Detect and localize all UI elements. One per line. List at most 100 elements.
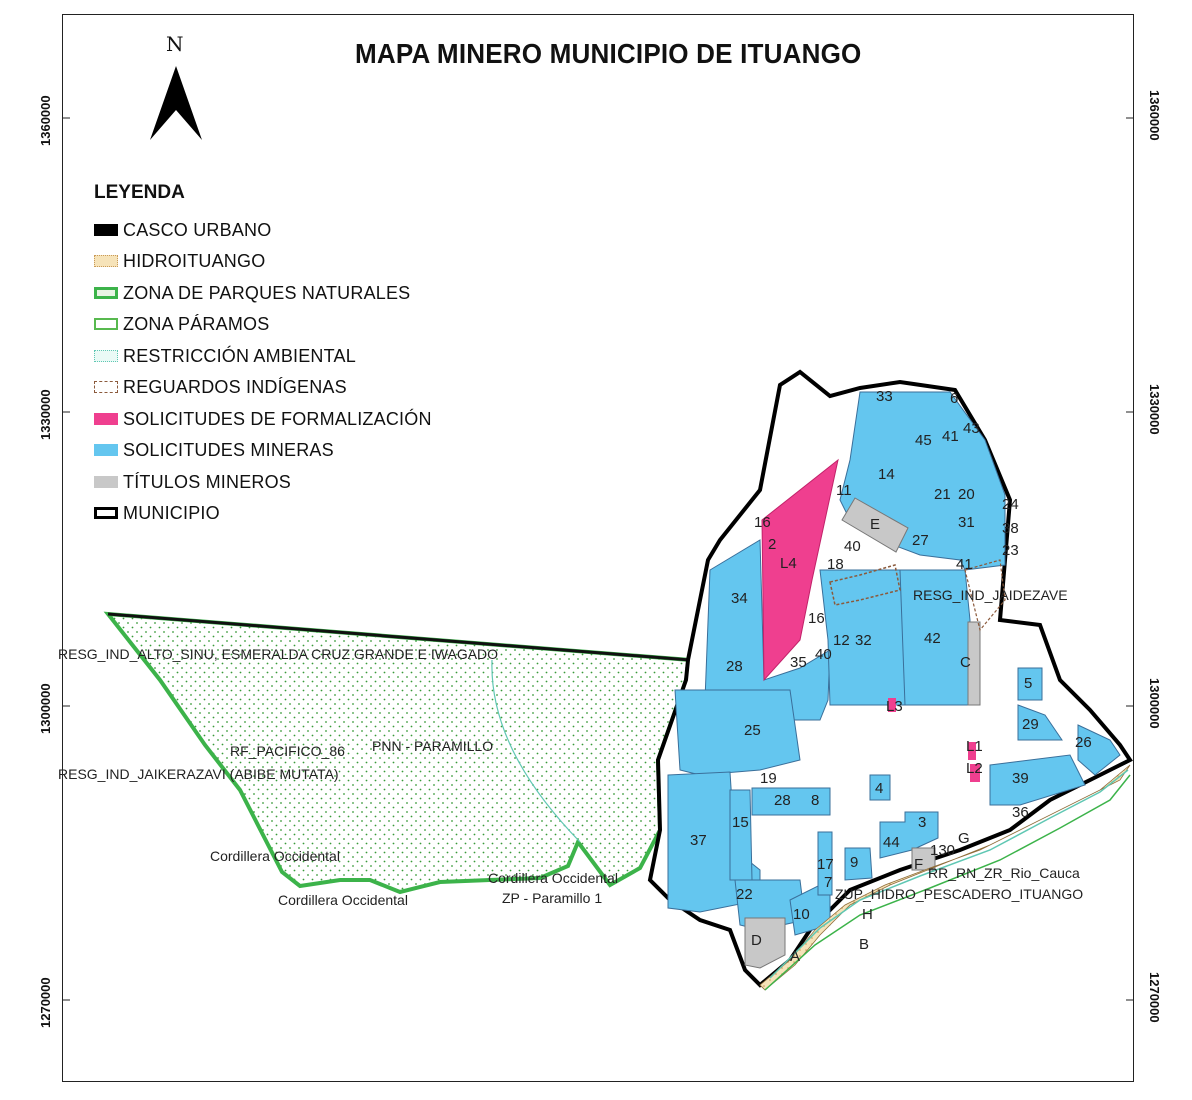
parcel-label: 28 <box>726 658 743 675</box>
legend-item-resguardos: REGUARDOS INDÍGENAS <box>94 374 347 400</box>
label-resg-jaidezave: RESG_IND_JAIDEZAVE <box>913 587 1068 603</box>
parcel-label: H <box>862 906 873 923</box>
parcel-label: 25 <box>744 722 761 739</box>
parcel-label: D <box>751 932 762 949</box>
parcel-label: 41 <box>942 428 959 445</box>
parcel-label: 12 <box>833 632 850 649</box>
y-tick-right-1: 1330000 <box>1147 384 1162 435</box>
parcel-label: 36 <box>1012 804 1029 821</box>
label-zp-paramillo: ZP - Paramillo 1 <box>502 890 603 906</box>
title-d <box>744 917 786 969</box>
parcel-label: 9 <box>850 854 859 871</box>
title-e <box>841 497 909 553</box>
parcel-label: F <box>914 856 924 873</box>
parcel-label: 40 <box>815 646 832 663</box>
parcel-label: 18 <box>827 556 844 573</box>
label-pnn-paramillo: PNN - PARAMILLO <box>372 738 494 754</box>
label-cordillera-1: Cordillera Occidental <box>210 848 340 864</box>
label-rf-pacifico: RF_PACIFICO_86 <box>230 743 345 759</box>
parcel-label: 130 <box>930 842 956 859</box>
parcel-label: 20 <box>958 486 975 503</box>
indigenous-reserve <box>829 564 901 606</box>
parcel-label: 40 <box>844 538 861 555</box>
axis-ticks <box>62 117 1134 1001</box>
y-tick-left-3: 1270000 <box>38 977 53 1028</box>
parcel-label: B <box>859 936 870 953</box>
label-rr-rio-cauca: RR_RN_ZR_Rio_Cauca <box>928 865 1080 881</box>
formalization-l1 <box>968 742 976 760</box>
parcel-label: 4 <box>875 780 884 797</box>
label-resg-alto-sinu: RESG_IND_ALTO_SINU, ESMERALDA CRUZ GRAND… <box>58 646 499 662</box>
legend-item-restriccion: RESTRICCIÓN AMBIENTAL <box>94 343 356 369</box>
parcel-label: E <box>870 516 881 533</box>
parcel-label: 7 <box>824 874 833 891</box>
parcel-label: 11 <box>836 482 852 499</box>
parcel-label: 15 <box>732 814 749 831</box>
parcel-label: 41 <box>956 556 973 573</box>
formalization-l4 <box>761 458 839 682</box>
parcel-label: 26 <box>1075 734 1092 751</box>
legend-item-paramos: ZONA PÁRAMOS <box>94 311 269 337</box>
parcel-label: 39 <box>1012 770 1029 787</box>
legend-swatch <box>94 224 118 236</box>
parcel-label: 3 <box>918 814 927 831</box>
parcel-label: 23 <box>1002 542 1019 559</box>
parcel-label: 5 <box>1024 675 1033 692</box>
y-tick-left-2: 1300000 <box>38 683 53 734</box>
parcel-label: 32 <box>855 632 872 649</box>
parcel-label: 19 <box>760 770 777 787</box>
parcel-label: L2 <box>966 760 983 777</box>
parcel-label: 8 <box>811 792 820 809</box>
parcel-label: G <box>958 830 970 847</box>
north-label: N <box>166 32 184 56</box>
label-cordillera-3: Cordillera Occidental <box>488 870 618 886</box>
restriction-river-line <box>769 769 1129 979</box>
legend-swatch <box>94 287 118 299</box>
paramos-river-line <box>764 774 1131 991</box>
legend-item-solicitudes: SOLICITUDES MINERAS <box>94 437 334 463</box>
parcel-label: 6 <box>950 390 959 407</box>
legend-swatch <box>94 255 118 267</box>
legend-item-municipio: MUNICIPIO <box>94 500 220 526</box>
label-resg-jaikerazavi: RESG_IND_JAIKERAZAVI (ABIBE MUTATA) <box>58 766 339 782</box>
legend-swatch <box>94 318 118 330</box>
reserve-boundary-north <box>107 612 691 662</box>
parcel-label: 24 <box>1002 496 1019 513</box>
parcel-label: 29 <box>1022 716 1039 733</box>
parcel-label: 34 <box>731 590 748 607</box>
label-cordillera-2: Cordillera Occidental <box>278 892 408 908</box>
parcel-label: 14 <box>878 466 895 483</box>
parcel-label: 33 <box>876 388 893 405</box>
legend-swatch <box>94 381 118 393</box>
parcel-label: 10 <box>793 906 810 923</box>
indigenous-reserve-east <box>964 559 1006 632</box>
legend-item-casco-urbano: CASCO URBANO <box>94 217 271 243</box>
restriction-line <box>491 659 581 843</box>
parcel-label: 44 <box>883 834 900 851</box>
legend-item-titulos: TÍTULOS MINEROS <box>94 469 291 495</box>
y-tick-left-1: 1330000 <box>38 389 53 440</box>
parcel-label: 16 <box>754 514 771 531</box>
parcel-label: 27 <box>912 532 929 549</box>
north-arrow-icon <box>150 66 202 140</box>
map-title: MAPA MINERO MUNICIPIO DE ITUANGO <box>355 38 862 69</box>
parcel-label: 22 <box>736 886 753 903</box>
y-tick-left-0: 1360000 <box>38 95 53 146</box>
label-zup-hidro: ZUP_HIDRO_PESCADERO_ITUANGO <box>835 886 1084 902</box>
legend-swatch <box>94 413 118 425</box>
y-tick-right-0: 1360000 <box>1147 90 1162 141</box>
y-tick-right-2: 1300000 <box>1147 678 1162 729</box>
parcel-label: L3 <box>886 698 903 715</box>
parcel-label: 38 <box>1002 520 1019 537</box>
legend-title: LEYENDA <box>94 182 185 203</box>
formalization-l3 <box>888 698 896 712</box>
legend-item-formalizacion: SOLICITUDES DE FORMALIZACIÓN <box>94 406 432 432</box>
parcel-label: L4 <box>780 555 797 572</box>
parcel-label: A <box>790 948 801 965</box>
parcel-label: C <box>960 654 971 671</box>
parcel-label: 28 <box>774 792 791 809</box>
legend-item-parques: ZONA DE PARQUES NATURALES <box>94 280 410 306</box>
legend-swatch <box>94 476 118 488</box>
parcel-label: 45 <box>915 432 932 449</box>
